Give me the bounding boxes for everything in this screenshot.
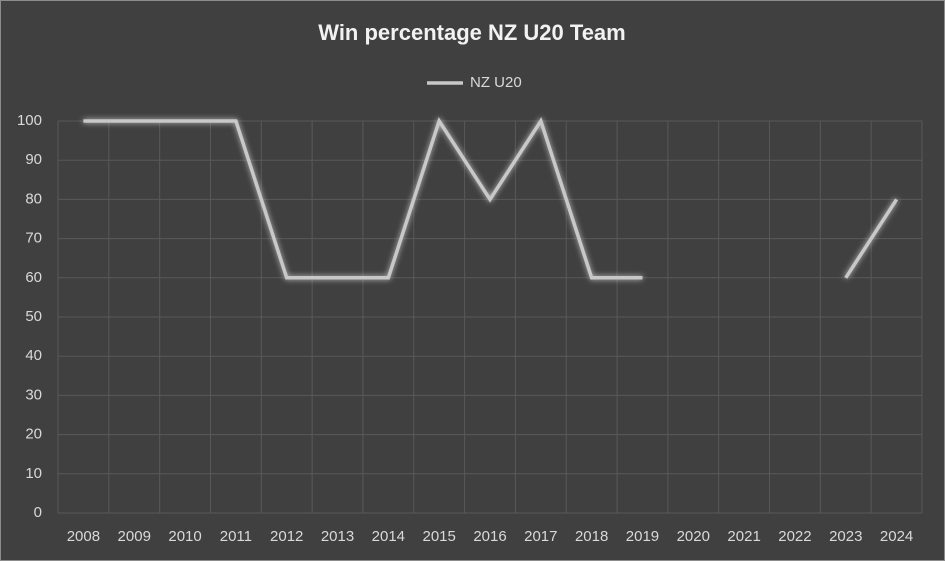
y-tick-label: 0 (34, 504, 42, 521)
x-tick-label: 2010 (168, 528, 201, 545)
x-tick-label: 2022 (778, 528, 811, 545)
y-tick-label: 60 (25, 269, 42, 286)
y-tick-label: 50 (25, 308, 42, 325)
y-tick-label: 100 (17, 112, 42, 129)
y-tick-label: 40 (25, 347, 42, 364)
x-tick-label: 2015 (422, 528, 455, 545)
y-tick-label: 10 (25, 465, 42, 482)
y-tick-label: 80 (25, 190, 42, 207)
y-tick-label: 70 (25, 230, 42, 247)
x-tick-label: 2017 (524, 528, 557, 545)
series-line (83, 116, 899, 280)
y-tick-label: 30 (25, 386, 42, 403)
x-tick-label: 2018 (575, 528, 608, 545)
chart-title: Win percentage NZ U20 Team (318, 20, 625, 45)
x-tick-label: 2011 (220, 528, 252, 545)
y-tick-label: 20 (25, 426, 42, 443)
x-tick-label: 2021 (727, 528, 760, 545)
x-tick-label: 2023 (829, 528, 862, 545)
x-tick-label: 2019 (626, 528, 659, 545)
x-tick-label: 2008 (67, 528, 100, 545)
y-tick-label: 90 (25, 151, 42, 168)
x-tick-label: 2012 (270, 528, 303, 545)
x-tick-label: 2024 (880, 528, 913, 545)
x-tick-label: 2014 (372, 528, 405, 545)
x-tick-label: 2009 (118, 528, 151, 545)
x-tick-label: 2016 (473, 528, 506, 545)
x-tick-label: 2013 (321, 528, 354, 545)
legend-label: NZ U20 (470, 74, 522, 91)
x-tick-label: 2020 (677, 528, 710, 545)
